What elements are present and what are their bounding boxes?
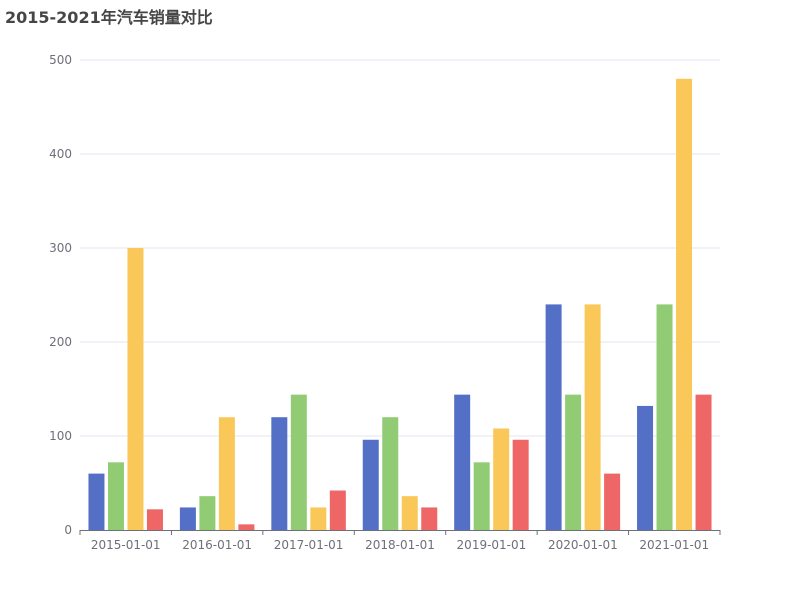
bar xyxy=(676,78,693,531)
y-tick-label: 0 xyxy=(64,523,72,537)
bar xyxy=(584,304,601,530)
bar xyxy=(421,507,438,530)
bar xyxy=(362,439,379,530)
bar xyxy=(329,490,346,530)
bar xyxy=(218,417,235,530)
bar xyxy=(695,394,712,530)
y-tick-label: 100 xyxy=(49,429,72,443)
x-tick-label: 2018-01-01 xyxy=(365,538,435,552)
bar xyxy=(271,417,288,530)
bar xyxy=(179,507,196,530)
x-tick-label: 2019-01-01 xyxy=(457,538,527,552)
bar xyxy=(637,405,654,530)
bar xyxy=(290,394,307,530)
y-tick-label: 300 xyxy=(49,241,72,255)
bar xyxy=(512,439,529,530)
bar xyxy=(545,304,562,530)
bar xyxy=(382,417,399,530)
x-tick-label: 2021-01-01 xyxy=(639,538,709,552)
x-tick-label: 2015-01-01 xyxy=(91,538,161,552)
bar xyxy=(199,496,216,530)
x-tick-label: 2016-01-01 xyxy=(182,538,252,552)
y-tick-label: 500 xyxy=(49,53,72,67)
bar xyxy=(107,462,124,530)
chart-title: 2015-2021年汽车销量对比 xyxy=(5,8,213,27)
x-tick-label: 2020-01-01 xyxy=(548,538,618,552)
bar xyxy=(656,304,673,530)
bar xyxy=(604,473,621,530)
bar xyxy=(401,496,418,530)
bar xyxy=(88,473,105,530)
bar xyxy=(146,509,163,530)
x-tick-label: 2017-01-01 xyxy=(274,538,344,552)
y-tick-label: 200 xyxy=(49,335,72,349)
bar xyxy=(454,394,471,530)
bar xyxy=(310,507,327,530)
bar xyxy=(238,524,255,530)
bar xyxy=(473,462,490,530)
bar xyxy=(127,248,144,530)
bar xyxy=(493,428,510,530)
bar xyxy=(565,394,582,530)
y-tick-label: 400 xyxy=(49,147,72,161)
